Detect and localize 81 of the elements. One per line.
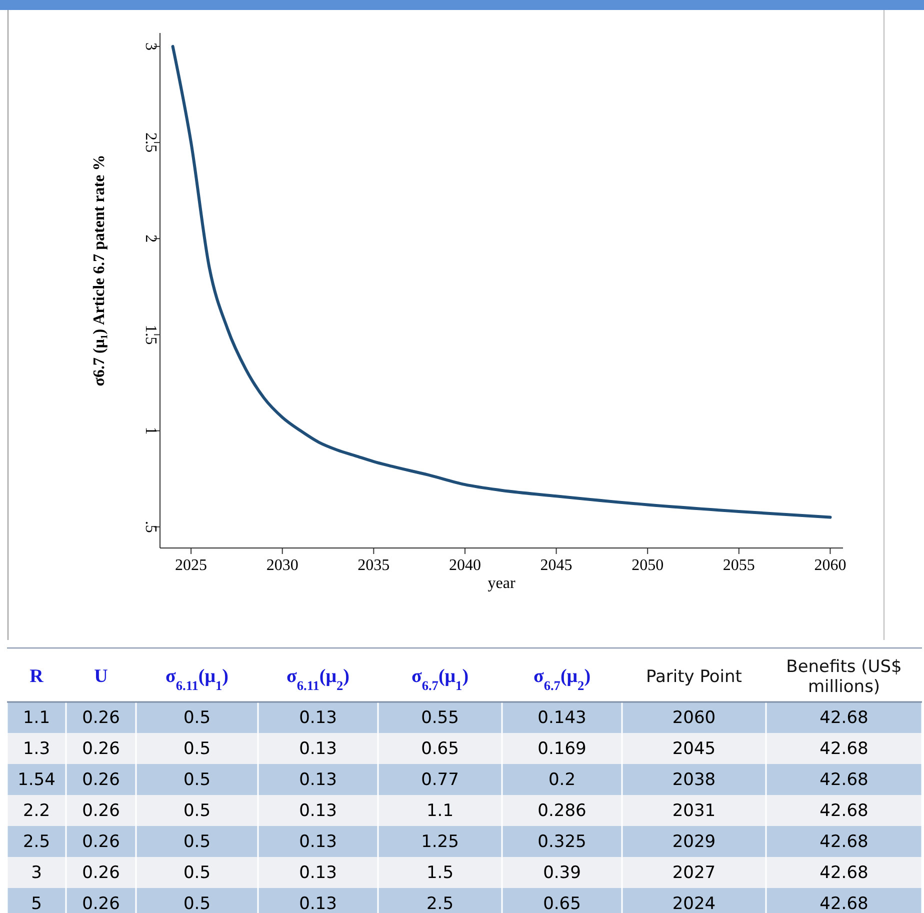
y-tick-label: 2.5 — [142, 132, 159, 153]
data-label: 42.68 — [820, 832, 868, 852]
data-label: 0.26 — [82, 863, 120, 883]
data-label: 0.65 — [543, 894, 581, 913]
x-tick-label: 2025 — [175, 557, 208, 574]
data-label: 42.68 — [820, 739, 868, 759]
data-label: 0.5 — [183, 708, 211, 728]
data-label: 0.5 — [183, 832, 211, 852]
data-label: 0.26 — [82, 832, 120, 852]
data-label: 0.13 — [299, 770, 337, 790]
x-tick-label: U — [94, 666, 108, 687]
data-label: 0.65 — [421, 739, 459, 759]
x-tick-label: σ$_{6.7}$(μ$_{1}$) — [411, 666, 469, 692]
data-label: 2045 — [672, 739, 716, 759]
x-tick-label: Parity Point — [646, 667, 742, 687]
data-label: 2031 — [672, 801, 716, 821]
data-label: 1.5 — [426, 863, 454, 883]
data-label: 0.77 — [421, 770, 459, 790]
data-label: 2038 — [672, 770, 716, 790]
y-tick-label: 1.3 — [22, 739, 50, 759]
data-label: 0.5 — [183, 801, 211, 821]
data-label: 0.5 — [183, 863, 211, 883]
data-label: 0.5 — [183, 770, 211, 790]
x-tick-label: 2045 — [540, 557, 572, 574]
data-label: 42.68 — [820, 708, 868, 728]
x-axis-title: year — [488, 575, 516, 592]
y-tick-label: 2.2 — [22, 801, 50, 821]
y-tick-label: 2 — [142, 234, 159, 243]
x-tick-label: σ$_{6.11}$(μ$_{1}$) — [166, 666, 228, 692]
y-axis-title: σ6.7 (μ₁) Article 6.7 patent rate % — [91, 154, 108, 386]
data-label: 0.26 — [82, 708, 120, 728]
data-label: 2.5 — [426, 894, 454, 913]
x-tick-label: 2040 — [448, 557, 481, 574]
data-label: 42.68 — [820, 894, 868, 913]
data-label: 2029 — [672, 832, 716, 852]
data-label: 0.13 — [299, 739, 337, 759]
data-label: 0.169 — [538, 739, 586, 759]
x-tick-label: 2055 — [722, 557, 755, 574]
data-label: 0.13 — [299, 708, 337, 728]
data-label: 0.26 — [82, 770, 120, 790]
data-label: 42.68 — [820, 801, 868, 821]
x-tick-label: 2060 — [814, 557, 846, 574]
x-tick-label: 2030 — [266, 557, 298, 574]
data-label: 0.5 — [183, 894, 211, 913]
data-label: 0.26 — [82, 739, 120, 759]
data-label: 0.5 — [183, 739, 211, 759]
data-label: 0.26 — [82, 801, 120, 821]
x-tick-label: 2050 — [632, 557, 664, 574]
data-label: 42.68 — [820, 770, 868, 790]
data-label: 2024 — [672, 894, 716, 913]
data-label: 2027 — [672, 863, 716, 883]
data-label: 0.13 — [299, 894, 337, 913]
y-tick-label: 1 — [142, 426, 159, 435]
data-label: 42.68 — [820, 863, 868, 883]
data-label: 0.39 — [543, 863, 581, 883]
data-label: 0.286 — [538, 801, 586, 821]
data-label: 0.325 — [538, 832, 586, 852]
y-tick-label: 3 — [142, 42, 159, 50]
data-label: 0.2 — [548, 770, 576, 790]
data-label: 1.1 — [426, 801, 454, 821]
data-label: 0.143 — [538, 708, 586, 728]
y-tick-label: 2.5 — [22, 832, 50, 852]
y-tick-label: 3 — [31, 863, 42, 883]
y-tick-label: 5 — [31, 894, 42, 913]
x-tick-label: 2035 — [358, 557, 390, 574]
data-label: 0.26 — [82, 894, 120, 913]
y-tick-label: .5 — [142, 520, 159, 533]
x-tick-label: Benefits (US$ millions) — [786, 657, 902, 697]
data-label: 0.55 — [421, 708, 459, 728]
data-label: 2060 — [672, 708, 716, 728]
data-label: 0.13 — [299, 863, 337, 883]
y-tick-label: 1.54 — [18, 770, 56, 790]
line-series — [171, 44, 832, 519]
y-tick-label: 1.1 — [22, 708, 50, 728]
data-label: 1.25 — [421, 832, 459, 852]
y-axis-title: R — [30, 666, 44, 687]
x-tick-label: σ$_{6.7}$(μ$_{2}$) — [533, 666, 591, 692]
data-label: 0.13 — [299, 832, 337, 852]
y-tick-label: 1.5 — [142, 324, 159, 345]
x-tick-label: σ$_{6.11}$(μ$_{2}$) — [286, 666, 350, 692]
data-label: 0.13 — [299, 801, 337, 821]
